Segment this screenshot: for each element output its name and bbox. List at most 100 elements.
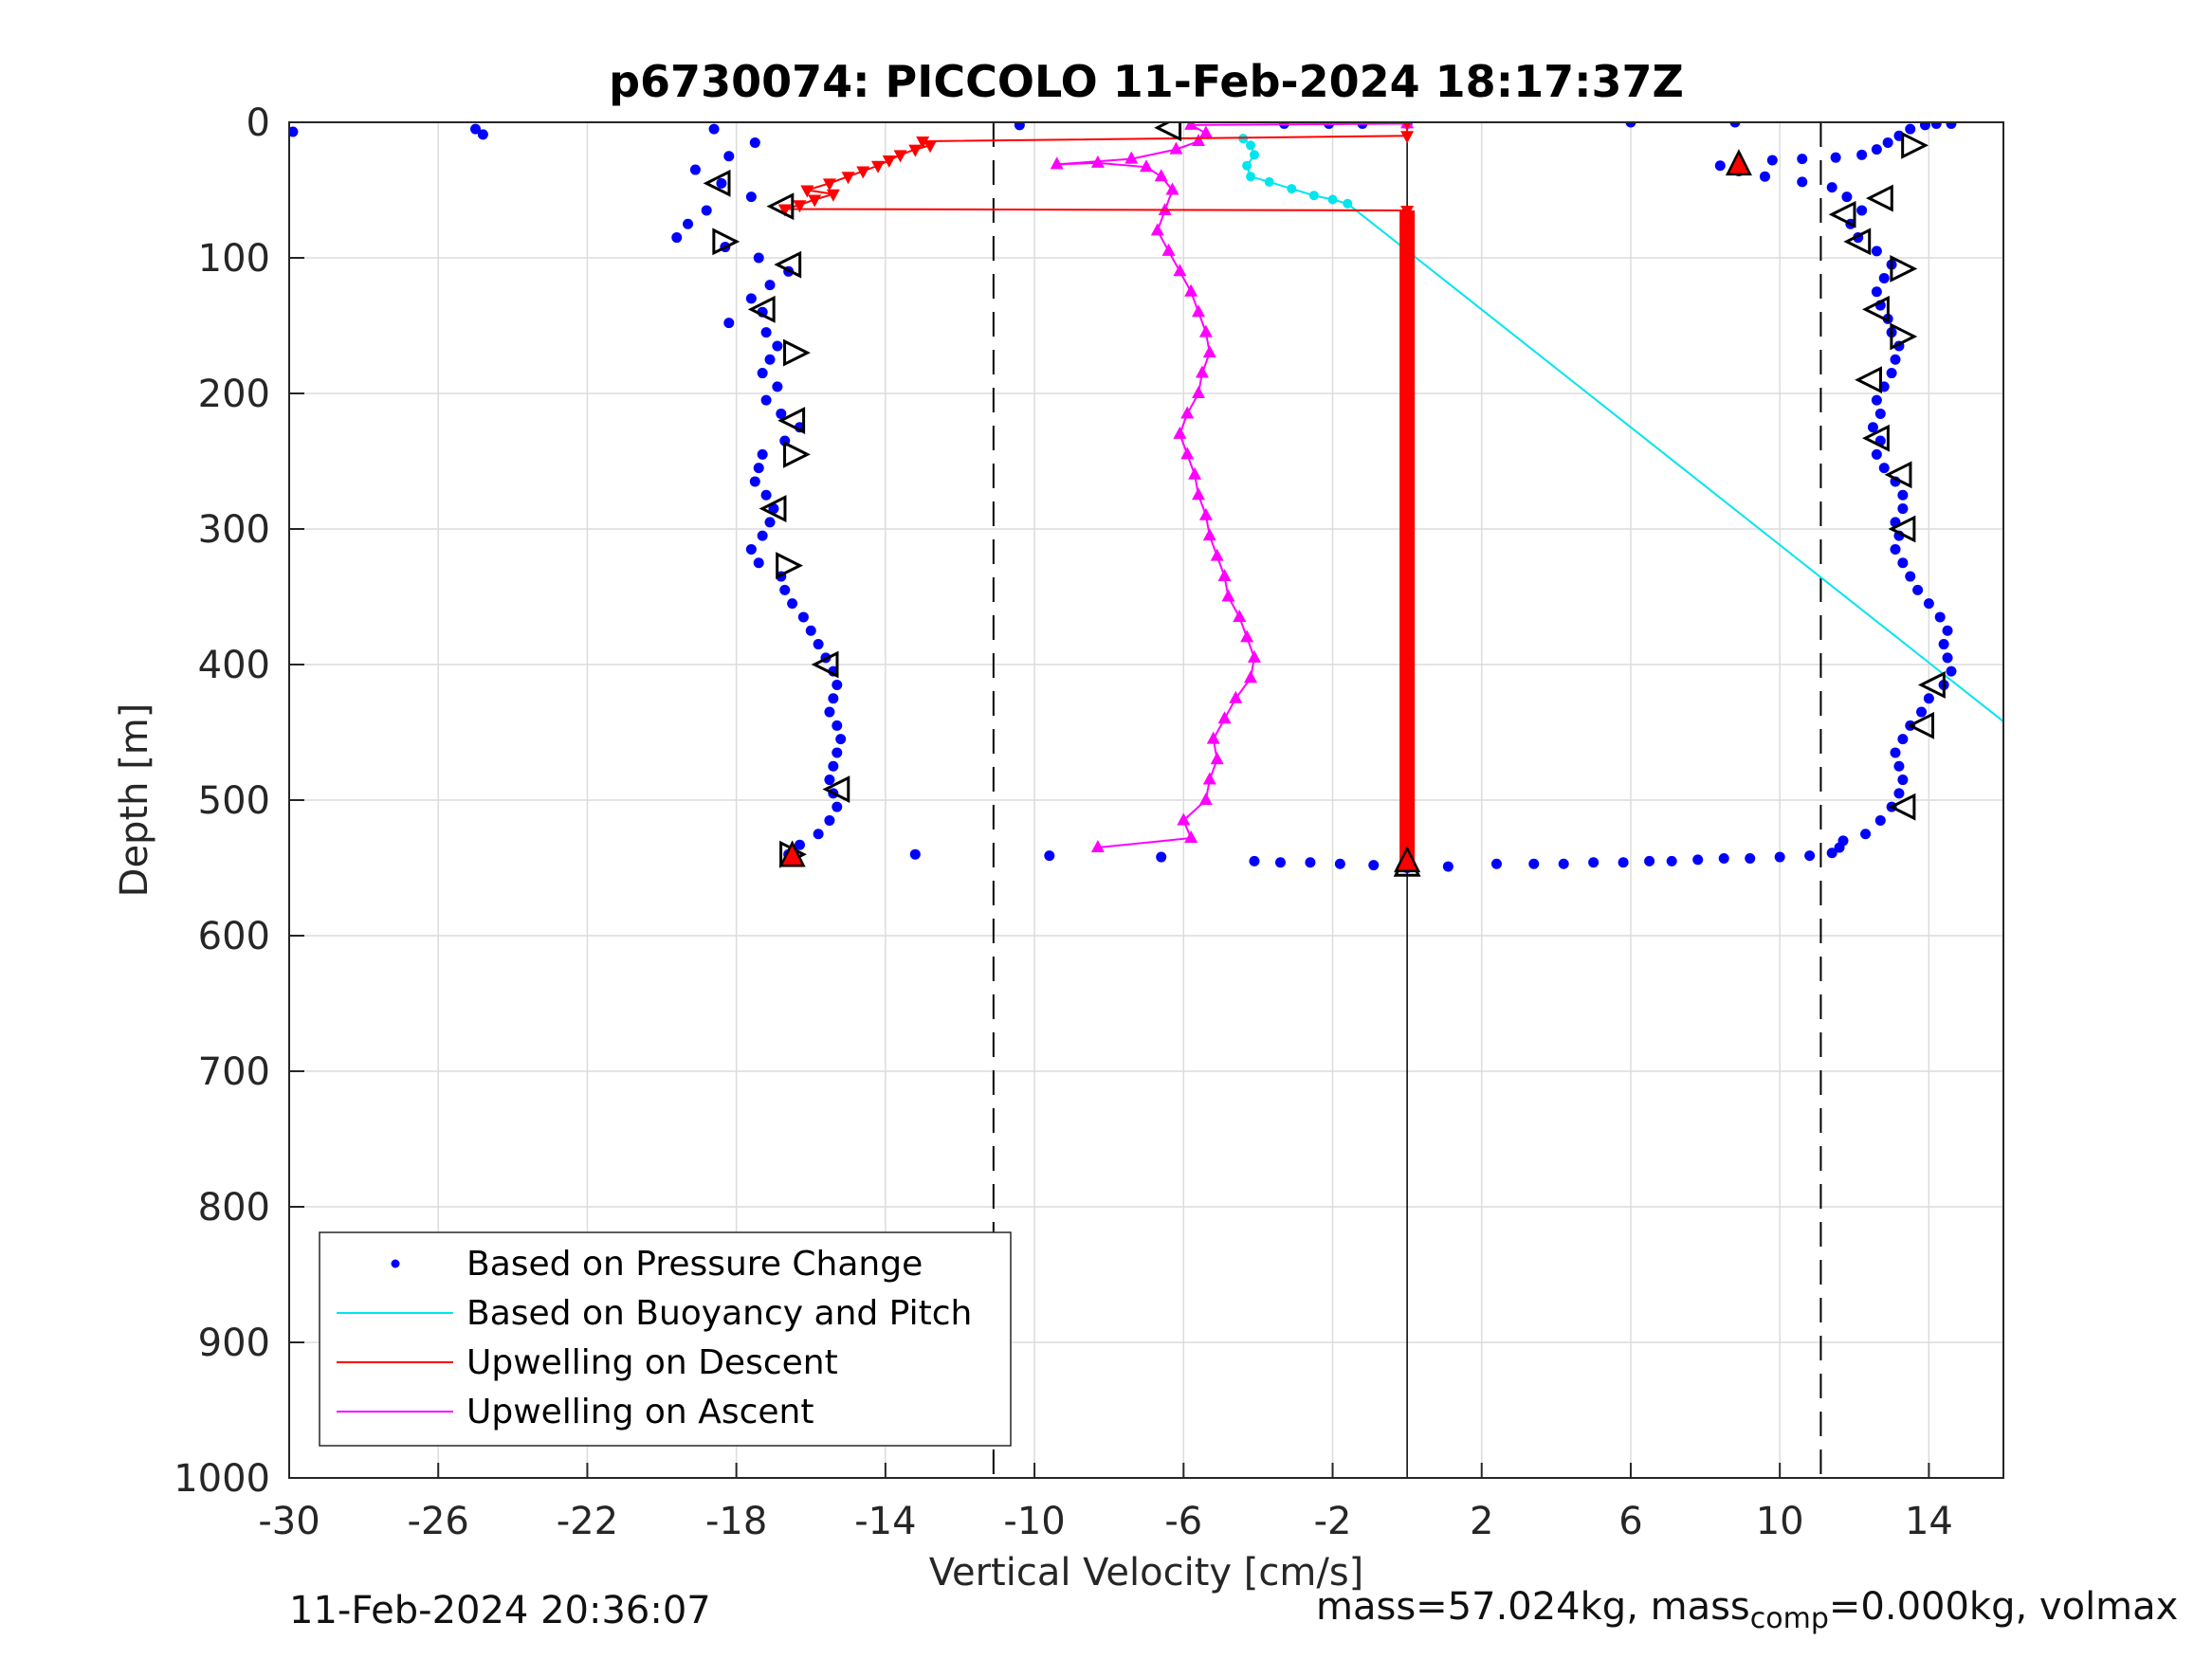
pressure-change-point [824, 814, 835, 826]
turn-marker-triangle [1855, 366, 1882, 394]
upwelling-ascent-marker [1247, 649, 1261, 663]
upwelling-ascent-marker [1184, 283, 1198, 297]
y-tick-label: 300 [198, 508, 270, 552]
buoyancy-pitch-point [1242, 160, 1252, 171]
turn-marker-triangle [783, 338, 811, 367]
mass-text: mass=57.024kg, mass [1316, 1585, 1750, 1629]
upwelling-ascent-marker [1124, 151, 1139, 164]
turn-marker-triangle [1862, 295, 1890, 323]
series-layer [289, 122, 2003, 877]
y-tick-label: 900 [198, 1322, 270, 1365]
turn-marker-triangle [766, 192, 795, 221]
pressure-change-point [1666, 855, 1677, 866]
pressure-change-point [805, 625, 816, 636]
footer-mass-info: mass=57.024kg, masscomp=0.000kg, volmax [1316, 1585, 2178, 1635]
pressure-change-point [776, 408, 787, 419]
pressure-change-point [701, 205, 712, 216]
y-tick-label: 0 [247, 101, 270, 145]
upwelling-descent-marker [856, 166, 870, 179]
upwelling-descent-marker [882, 155, 896, 169]
pressure-change-point [749, 476, 760, 487]
pressure-change-point [723, 151, 735, 162]
event-marker-triangle [1725, 149, 1752, 176]
x-tick-label: 6 [1618, 1500, 1642, 1543]
turn-marker-triangle [783, 440, 811, 468]
turn-marker-triangle [774, 250, 802, 279]
x-axis-label: Vertical Velocity [cm/s] [929, 1551, 1364, 1595]
chart-title: p6730074: PICCOLO 11-Feb-2024 18:17:37Z [609, 56, 1684, 107]
buoyancy-pitch-point [1287, 184, 1297, 194]
upwelling-ascent-marker [1173, 264, 1187, 277]
turn-marker-triangle [1843, 228, 1872, 256]
upwelling-ascent-marker [1198, 125, 1213, 138]
tick-labels: -30 -26 -22 -18 -14 -10 -6 -2 2 6 10 14010020030040… [174, 101, 1953, 1543]
x-tick-label: 14 [1905, 1500, 1953, 1543]
pressure-change-point [909, 848, 921, 860]
y-tick-label: 600 [198, 915, 270, 958]
upwelling-ascent-marker [1090, 840, 1105, 853]
pressure-change-point [689, 164, 701, 175]
pressure-change-point [477, 129, 488, 140]
pressure-change-point [1890, 354, 1901, 365]
upwelling-ascent-marker [1229, 690, 1243, 703]
buoyancy-pitch-point [1327, 194, 1338, 205]
upwelling-descent-marker [800, 185, 814, 198]
y-tick-label: 500 [198, 779, 270, 823]
upwelling-ascent-marker [1217, 569, 1232, 582]
pressure-change-point [1897, 775, 1909, 786]
pressure-change-point [753, 557, 764, 569]
turn-marker-triangle [1890, 255, 1918, 283]
turn-marker-triangle [1917, 671, 1946, 699]
upwelling-ascent-marker [1240, 629, 1254, 643]
pressure-change-point [772, 381, 783, 392]
upwelling-ascent-marker [1192, 134, 1206, 147]
pressure-change-point [1830, 152, 1841, 163]
pressure-change-point [1890, 543, 1901, 555]
upwelling-ascent-marker [1165, 182, 1179, 195]
event-marker-triangle [1394, 846, 1421, 873]
turn-marker-triangle [1888, 515, 1916, 543]
pressure-change-point [745, 293, 757, 304]
pressure-change-point [832, 747, 843, 758]
upwelling-descent-marker [916, 137, 930, 150]
pressure-change-point [768, 503, 779, 515]
pressure-change-point [1897, 503, 1909, 515]
turn-marker-triangle [1828, 200, 1856, 228]
pressure-change-point [1874, 814, 1886, 826]
y-tick-label: 700 [198, 1050, 270, 1094]
y-tick-label: 100 [198, 237, 270, 281]
pressure-change-point [1897, 489, 1909, 501]
legend-box [319, 1231, 1012, 1447]
upwelling-ascent-marker [1202, 772, 1216, 785]
turn-marker-triangle [1901, 131, 1929, 159]
upwelling-ascent-marker [1206, 731, 1220, 744]
pressure-change-point [824, 706, 835, 718]
pressure-change-point [1797, 154, 1808, 165]
pressure-change-point [1923, 693, 1934, 704]
buoyancy-pitch-point [1264, 176, 1274, 187]
pressure-change-point [1841, 191, 1853, 203]
pressure-change-point [1916, 706, 1928, 718]
pressure-change-point [760, 394, 772, 406]
x-tick-label: -22 [557, 1500, 618, 1543]
turn-marker-triangle [1862, 424, 1890, 452]
pressure-change-point [1942, 625, 1953, 636]
pressure-change-point [1305, 857, 1316, 868]
turn-marker-triangle [822, 775, 850, 803]
pressure-change-point [1893, 788, 1905, 799]
pressure-change-point [1923, 598, 1934, 610]
pressure-change-point [1890, 747, 1901, 758]
pressure-change-point [1729, 122, 1741, 128]
upwelling-ascent-marker [1192, 304, 1206, 318]
pressure-change-point [723, 318, 735, 329]
upwelling-descent-marker [777, 204, 792, 217]
pressure-change-point [832, 720, 843, 731]
upwelling-ascent-marker [1184, 830, 1198, 844]
pressure-change-point [1912, 584, 1924, 595]
upwelling-descent-marker [871, 160, 886, 173]
buoyancy-pitch-point [1308, 191, 1319, 201]
upwelling-descent-marker [808, 194, 822, 208]
pressure-change-point [1334, 858, 1345, 869]
upwelling-descent-marker [923, 140, 938, 154]
turn-marker-triangle [1154, 122, 1182, 142]
